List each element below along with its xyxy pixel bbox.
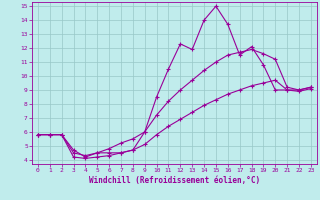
X-axis label: Windchill (Refroidissement éolien,°C): Windchill (Refroidissement éolien,°C) (89, 176, 260, 185)
